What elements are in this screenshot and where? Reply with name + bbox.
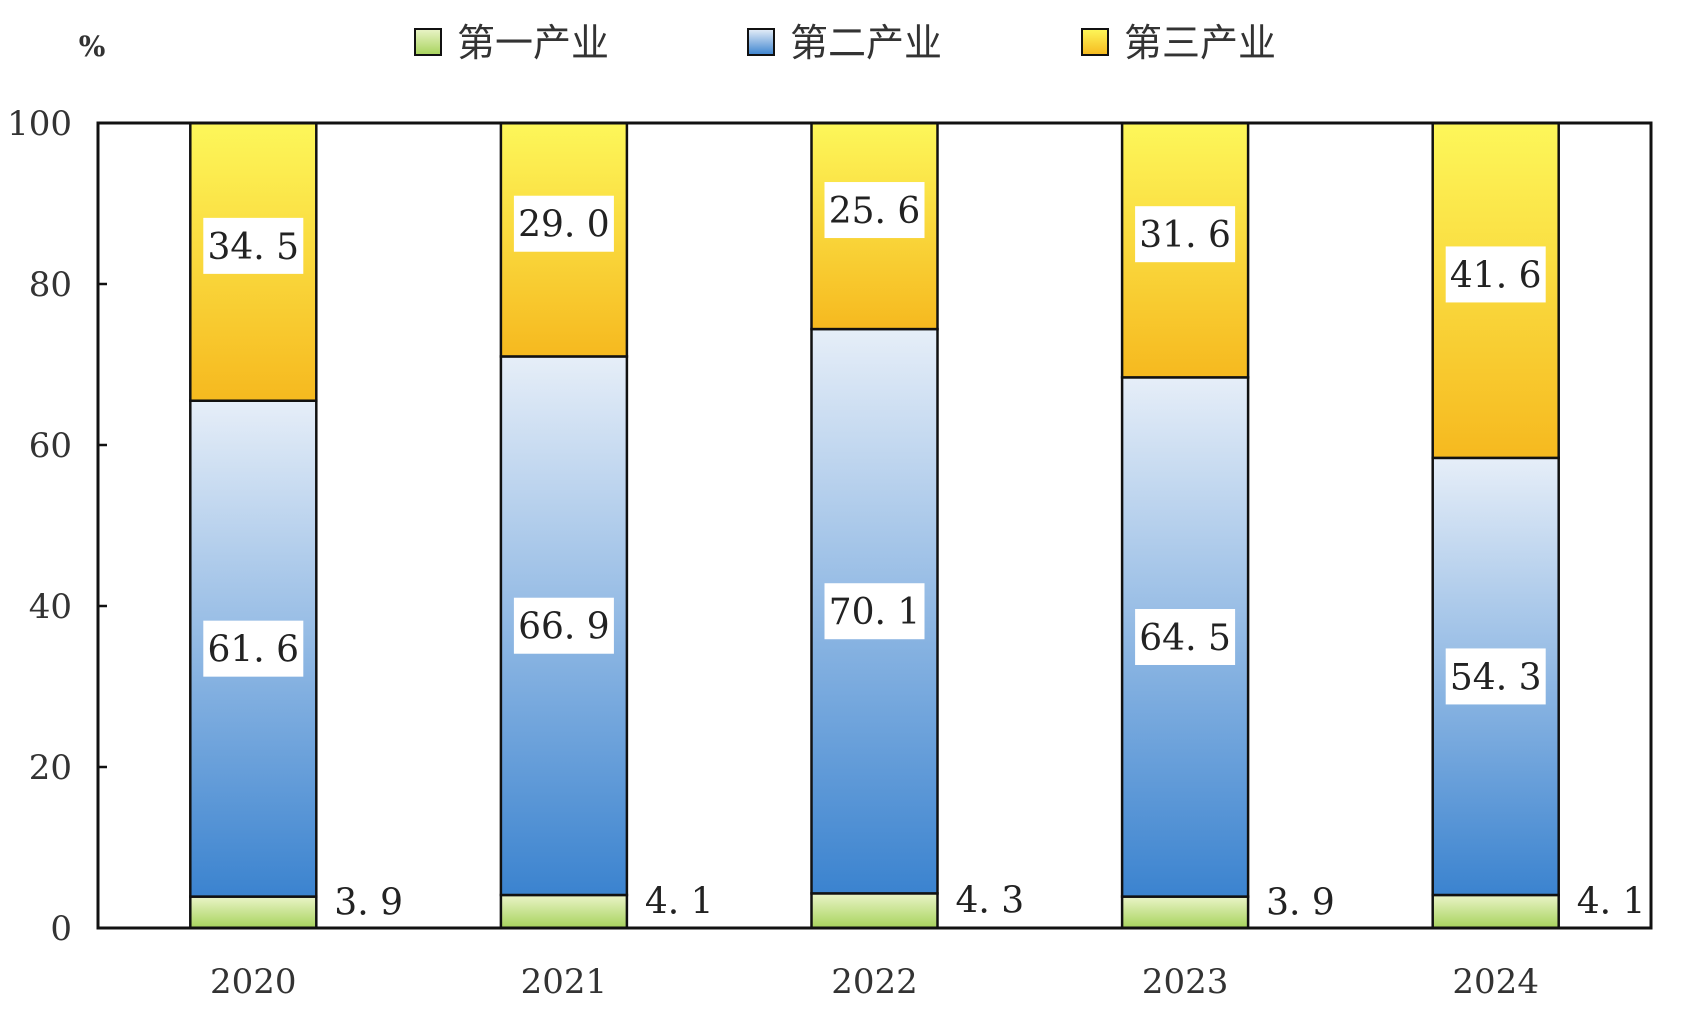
data-label-2023-series-3: 31. 6 (1139, 215, 1231, 256)
data-label-2023-series-1: 3. 9 (1266, 882, 1335, 923)
bar-2023-series-1 (1120, 895, 1250, 930)
data-labels: 3. 9 61. 6 34. 5 4. 1 66. 9 29. 0 4. 3 70. 1 25.… (203, 182, 1645, 923)
data-label-box (203, 217, 304, 274)
data-label-2024-series-3: 41. 6 (1450, 255, 1542, 296)
x-tick-label: 2020 (210, 962, 297, 1002)
legend-swatch-1 (414, 28, 442, 56)
data-label-2020-series-2: 61. 6 (207, 630, 299, 671)
legend-label-3: 第三产业 (1124, 21, 1276, 65)
x-tick-label: 2022 (831, 962, 918, 1002)
data-label-2022-series-3: 25. 6 (829, 191, 921, 232)
data-label-2021-series-1: 4. 1 (645, 881, 714, 922)
y-tick-label: 0 (50, 909, 72, 949)
data-label-box (824, 583, 925, 640)
x-tick-label: 2021 (521, 962, 608, 1002)
data-label-2023-series-2: 64. 5 (1139, 618, 1231, 659)
data-label-box (1445, 648, 1546, 705)
data-label-box (1135, 608, 1236, 665)
x-axis: 2020 2021 2022 2023 2024 (210, 962, 1539, 1002)
y-tick-label: 40 (29, 587, 72, 627)
data-label-2020-series-3: 34. 5 (207, 227, 299, 268)
data-label-2021-series-3: 29. 0 (518, 205, 610, 246)
data-label-2024-series-2: 54. 3 (1450, 657, 1542, 698)
y-tick-label: 20 (29, 748, 72, 788)
data-label-box (513, 597, 614, 654)
bar-2021-series-1 (499, 893, 629, 930)
y-tick-label: 100 (7, 104, 72, 144)
legend: 第一产业 第二产业 第三产业 (414, 21, 1276, 65)
data-label-2022-series-2: 70. 1 (829, 592, 921, 633)
y-tick-label: 60 (29, 426, 72, 466)
plot-frame (96, 121, 1653, 930)
legend-swatch-3 (1081, 28, 1109, 56)
data-label-box (203, 620, 304, 677)
data-label-2022-series-1: 4. 3 (956, 881, 1025, 922)
y-tick-label: 80 (29, 265, 72, 305)
legend-label-1: 第一产业 (457, 21, 609, 65)
data-label-box (513, 195, 614, 252)
data-label-box (1445, 246, 1546, 303)
bar-2022-series-1 (810, 892, 939, 930)
bars (189, 121, 1560, 930)
x-tick-label: 2023 (1142, 962, 1229, 1002)
legend-label-2: 第二产业 (790, 21, 942, 65)
data-label-2020-series-1: 3. 9 (334, 882, 403, 923)
bar-2024-series-1 (1431, 893, 1560, 930)
legend-swatch-2 (747, 28, 775, 56)
x-tick-label: 2024 (1452, 962, 1539, 1002)
y-unit-label: % (79, 30, 106, 63)
data-label-box (1135, 206, 1236, 263)
y-axis: 0 20 40 60 80 100 (7, 104, 107, 949)
plot-border (96, 121, 1653, 930)
bar-2020-series-1 (189, 895, 318, 930)
data-label-box (824, 182, 925, 239)
data-label-2021-series-2: 66. 9 (518, 607, 610, 648)
data-label-2024-series-1: 4. 1 (1577, 881, 1646, 922)
